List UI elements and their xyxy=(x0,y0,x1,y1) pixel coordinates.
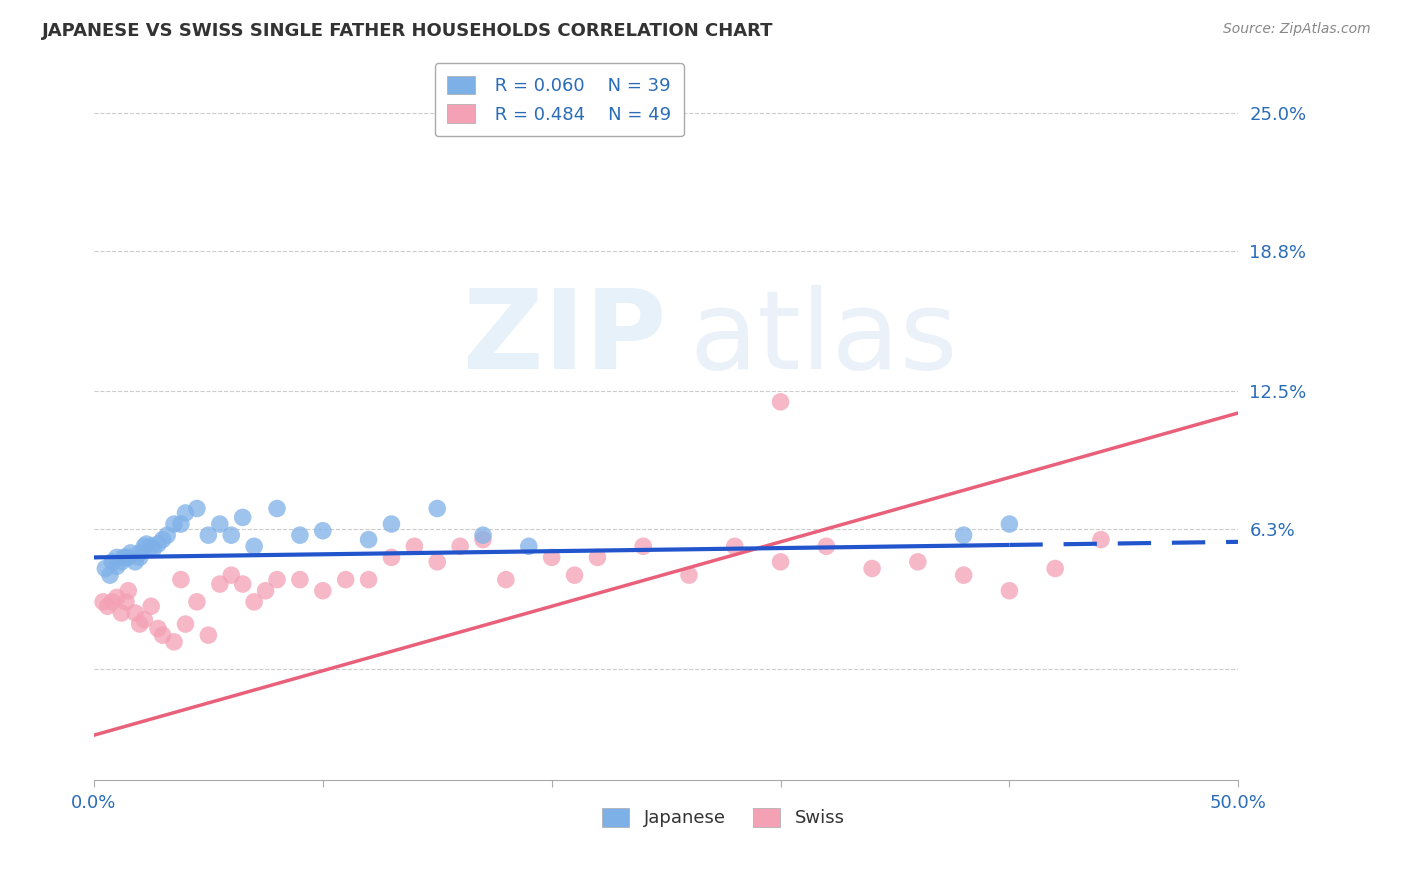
Point xyxy=(142,541,165,556)
Point xyxy=(128,550,150,565)
Point xyxy=(232,510,254,524)
Point xyxy=(860,561,883,575)
Text: Source: ZipAtlas.com: Source: ZipAtlas.com xyxy=(1223,22,1371,37)
Point xyxy=(357,573,380,587)
Point xyxy=(1043,561,1066,575)
Point xyxy=(112,550,135,565)
Point xyxy=(97,599,120,614)
Point xyxy=(110,555,132,569)
Point xyxy=(952,568,974,582)
Point xyxy=(115,595,138,609)
Point xyxy=(678,568,700,582)
Point xyxy=(163,635,186,649)
Point xyxy=(312,583,335,598)
Point xyxy=(91,595,114,609)
Point xyxy=(186,501,208,516)
Point xyxy=(472,533,495,547)
Point xyxy=(124,606,146,620)
Point xyxy=(769,555,792,569)
Point xyxy=(357,533,380,547)
Point xyxy=(146,537,169,551)
Point xyxy=(101,595,124,609)
Point xyxy=(219,528,242,542)
Point xyxy=(105,591,128,605)
Point xyxy=(426,555,449,569)
Point xyxy=(815,539,838,553)
Point xyxy=(128,546,150,560)
Point xyxy=(117,550,139,565)
Point xyxy=(124,555,146,569)
Point xyxy=(254,583,277,598)
Point xyxy=(1090,533,1112,547)
Point xyxy=(288,573,311,587)
Point xyxy=(94,561,117,575)
Point xyxy=(174,506,197,520)
Point xyxy=(170,517,193,532)
Point xyxy=(101,555,124,569)
Point xyxy=(152,533,174,547)
Point xyxy=(266,501,288,516)
Point xyxy=(135,537,157,551)
Point xyxy=(449,539,471,553)
Point xyxy=(335,573,357,587)
Point xyxy=(156,528,179,542)
Point xyxy=(152,628,174,642)
Point xyxy=(243,539,266,553)
Text: atlas: atlas xyxy=(689,285,957,392)
Point xyxy=(174,617,197,632)
Point xyxy=(243,595,266,609)
Point xyxy=(134,539,156,553)
Point xyxy=(380,517,402,532)
Point xyxy=(404,539,426,553)
Point xyxy=(907,555,929,569)
Point xyxy=(134,613,156,627)
Point xyxy=(197,628,219,642)
Point xyxy=(208,577,231,591)
Point xyxy=(208,517,231,532)
Point xyxy=(266,573,288,587)
Point xyxy=(186,595,208,609)
Point xyxy=(426,501,449,516)
Point xyxy=(312,524,335,538)
Point xyxy=(288,528,311,542)
Point xyxy=(517,539,540,553)
Point xyxy=(141,539,163,553)
Point xyxy=(998,517,1021,532)
Point xyxy=(219,568,242,582)
Point xyxy=(105,550,128,565)
Point xyxy=(232,577,254,591)
Point xyxy=(472,528,495,542)
Point xyxy=(769,394,792,409)
Point xyxy=(146,622,169,636)
Point xyxy=(110,606,132,620)
Point xyxy=(98,568,121,582)
Point xyxy=(540,550,562,565)
Point xyxy=(105,559,128,574)
Point xyxy=(724,539,747,553)
Point xyxy=(120,546,142,560)
Point xyxy=(141,599,163,614)
Point xyxy=(564,568,586,582)
Point xyxy=(128,617,150,632)
Point xyxy=(495,573,517,587)
Point xyxy=(197,528,219,542)
Point xyxy=(117,583,139,598)
Point xyxy=(170,573,193,587)
Point xyxy=(998,583,1021,598)
Text: JAPANESE VS SWISS SINGLE FATHER HOUSEHOLDS CORRELATION CHART: JAPANESE VS SWISS SINGLE FATHER HOUSEHOL… xyxy=(42,22,773,40)
Point xyxy=(586,550,609,565)
Point xyxy=(631,539,654,553)
Point xyxy=(380,550,402,565)
Point xyxy=(163,517,186,532)
Point xyxy=(952,528,974,542)
Point xyxy=(115,550,138,565)
Legend: Japanese, Swiss: Japanese, Swiss xyxy=(595,801,852,835)
Text: ZIP: ZIP xyxy=(463,285,666,392)
